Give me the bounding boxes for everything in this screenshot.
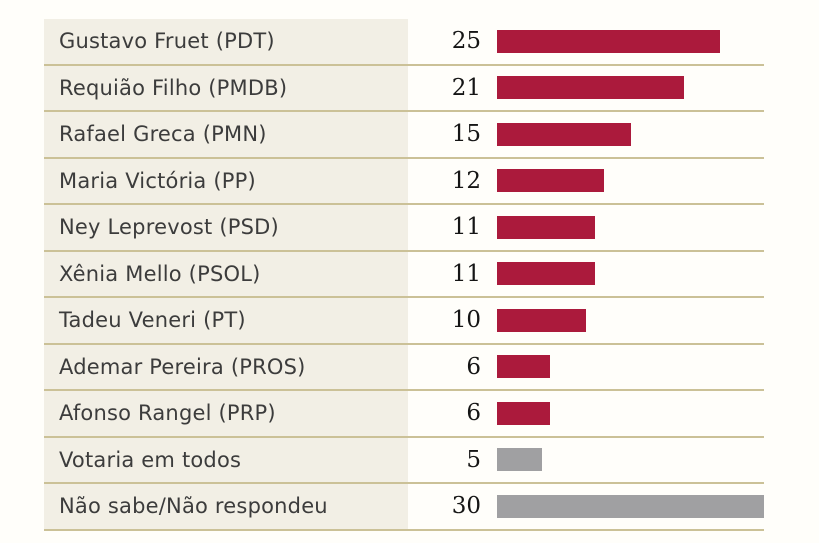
- poll-bar-chart: Gustavo Fruet (PDT) 25 Requião Filho (PM…: [44, 19, 764, 531]
- bar: [497, 308, 586, 332]
- bar-track: [497, 438, 764, 483]
- value-label: 30: [451, 493, 481, 520]
- value-label: 15: [451, 121, 481, 148]
- table-row: Não sabe/Não respondeu 30: [44, 484, 764, 531]
- bar-track: [497, 205, 764, 250]
- value-label: 5: [466, 446, 481, 473]
- candidate-label: Xênia Mello (PSOL): [44, 251, 408, 296]
- bar: [497, 215, 595, 239]
- value-label: 10: [451, 307, 481, 334]
- bar: [497, 355, 551, 379]
- candidate-label: Tadeu Veneri (PT): [44, 298, 408, 343]
- bar: [497, 76, 684, 100]
- value-label: 12: [451, 167, 481, 194]
- bar-track: [497, 112, 764, 157]
- table-row: Maria Victória (PP) 12: [44, 158, 764, 205]
- table-row: Afonso Rangel (PRP) 6: [44, 391, 764, 438]
- table-row: Requião Filho (PMDB) 21: [44, 65, 764, 112]
- table-row: Gustavo Fruet (PDT) 25: [44, 19, 764, 66]
- value-label: 6: [466, 353, 481, 380]
- candidate-label: Votaria em todos: [44, 437, 408, 482]
- bar: [497, 29, 720, 53]
- bar: [497, 401, 551, 425]
- table-row: Tadeu Veneri (PT) 10: [44, 298, 764, 345]
- bar-track: [497, 66, 764, 111]
- candidate-label: Não sabe/Não respondeu: [44, 484, 408, 529]
- table-row: Votaria em todos 5: [44, 437, 764, 484]
- candidate-label: Ademar Pereira (PROS): [44, 344, 408, 389]
- table-row: Rafael Greca (PMN) 15: [44, 112, 764, 159]
- bar-track: [497, 19, 764, 64]
- bar: [497, 262, 595, 286]
- value-label: 21: [451, 74, 481, 101]
- candidate-label: Gustavo Fruet (PDT): [44, 19, 408, 64]
- table-row: Xênia Mello (PSOL) 11: [44, 251, 764, 298]
- bar-track: [497, 298, 764, 343]
- candidate-label: Rafael Greca (PMN): [44, 112, 408, 157]
- bar-track: [497, 252, 764, 297]
- value-label: 6: [466, 400, 481, 427]
- value-label: 25: [451, 28, 481, 55]
- value-label: 11: [451, 214, 481, 241]
- value-label: 11: [451, 260, 481, 287]
- table-row: Ney Leprevost (PSD) 11: [44, 205, 764, 252]
- bar: [497, 448, 542, 472]
- candidate-label: Requião Filho (PMDB): [44, 65, 408, 110]
- bar-track: [497, 391, 764, 436]
- bar: [497, 494, 764, 518]
- bar-track: [497, 345, 764, 390]
- table-row: Ademar Pereira (PROS) 6: [44, 344, 764, 391]
- candidate-label: Ney Leprevost (PSD): [44, 205, 408, 250]
- candidate-label: Afonso Rangel (PRP): [44, 391, 408, 436]
- candidate-label: Maria Victória (PP): [44, 158, 408, 203]
- bar: [497, 169, 604, 193]
- bar-track: [497, 159, 764, 204]
- bar: [497, 122, 631, 146]
- bar-track: [497, 484, 764, 529]
